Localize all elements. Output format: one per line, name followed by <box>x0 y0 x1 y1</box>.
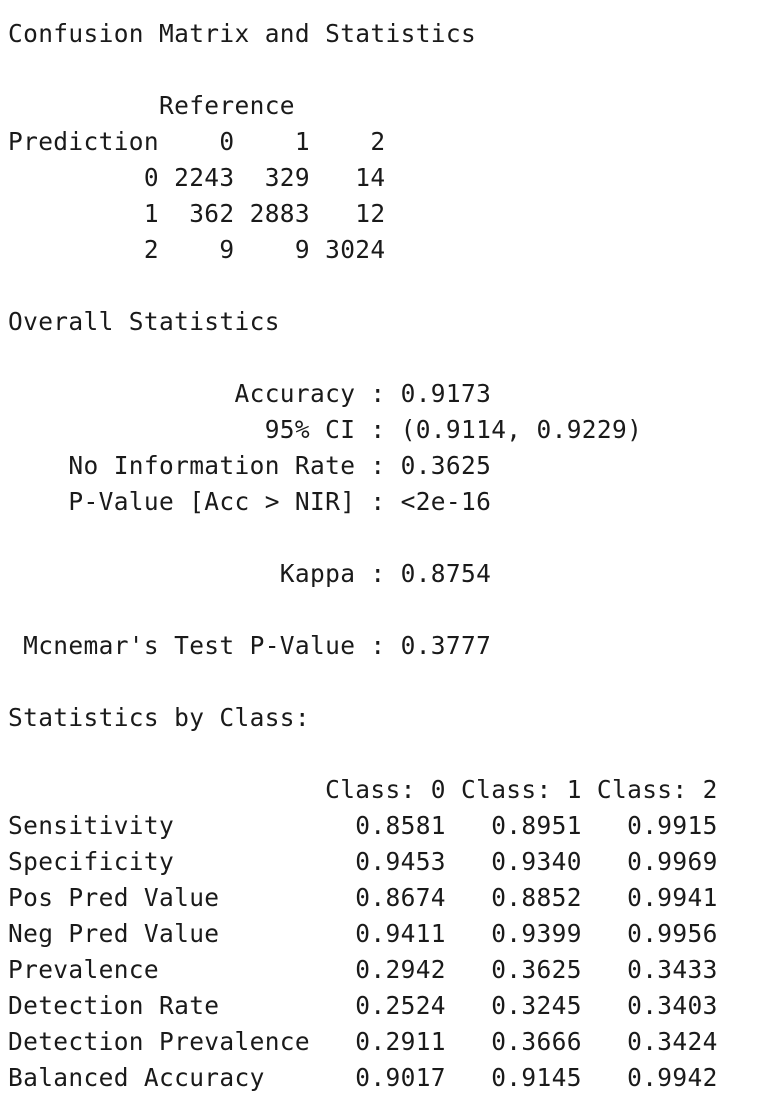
matrix-row-2: 2 9 9 3024 <box>8 235 386 264</box>
blank-line <box>8 52 718 88</box>
class-table-header: Class: 0 Class: 1 Class: 2 <box>8 775 718 804</box>
output-title: Confusion Matrix and Statistics <box>8 19 477 48</box>
class-table-row: Pos Pred Value 0.8674 0.8852 0.9941 <box>8 883 718 912</box>
class-table-row: Neg Pred Value 0.9411 0.9399 0.9956 <box>8 919 718 948</box>
class-table-row: Balanced Accuracy 0.9017 0.9145 0.9942 <box>8 1063 718 1092</box>
class-table-row: Detection Rate 0.2524 0.3245 0.3403 <box>8 991 718 1020</box>
blank-line <box>8 664 718 700</box>
blank-line <box>8 268 718 304</box>
matrix-row-1: 1 362 2883 12 <box>8 199 386 228</box>
console-output: Confusion Matrix and Statistics Referenc… <box>8 16 718 1096</box>
class-table-row: Sensitivity 0.8581 0.8951 0.9915 <box>8 811 718 840</box>
kappa-line: Kappa : 0.8754 <box>8 559 492 588</box>
p-value-line: P-Value [Acc > NIR] : <2e-16 <box>8 487 492 516</box>
blank-line <box>8 520 718 556</box>
matrix-prediction-header: Prediction 0 1 2 <box>8 127 386 156</box>
blank-line <box>8 592 718 628</box>
mcnemar-test-line: Mcnemar's Test P-Value : 0.3777 <box>8 631 492 660</box>
overall-statistics-heading: Overall Statistics <box>8 307 280 336</box>
accuracy-line: Accuracy : 0.9173 <box>8 379 492 408</box>
matrix-row-0: 0 2243 329 14 <box>8 163 386 192</box>
class-table-row: Prevalence 0.2942 0.3625 0.3433 <box>8 955 718 984</box>
confidence-interval-line: 95% CI : (0.9114, 0.9229) <box>8 415 643 444</box>
blank-line <box>8 340 718 376</box>
blank-line <box>8 736 718 772</box>
class-table-row: Detection Prevalence 0.2911 0.3666 0.342… <box>8 1027 718 1056</box>
no-information-rate-line: No Information Rate : 0.3625 <box>8 451 492 480</box>
statistics-by-class-heading: Statistics by Class: <box>8 703 311 732</box>
class-table-row: Specificity 0.9453 0.9340 0.9969 <box>8 847 718 876</box>
matrix-reference-header: Reference <box>8 91 295 120</box>
